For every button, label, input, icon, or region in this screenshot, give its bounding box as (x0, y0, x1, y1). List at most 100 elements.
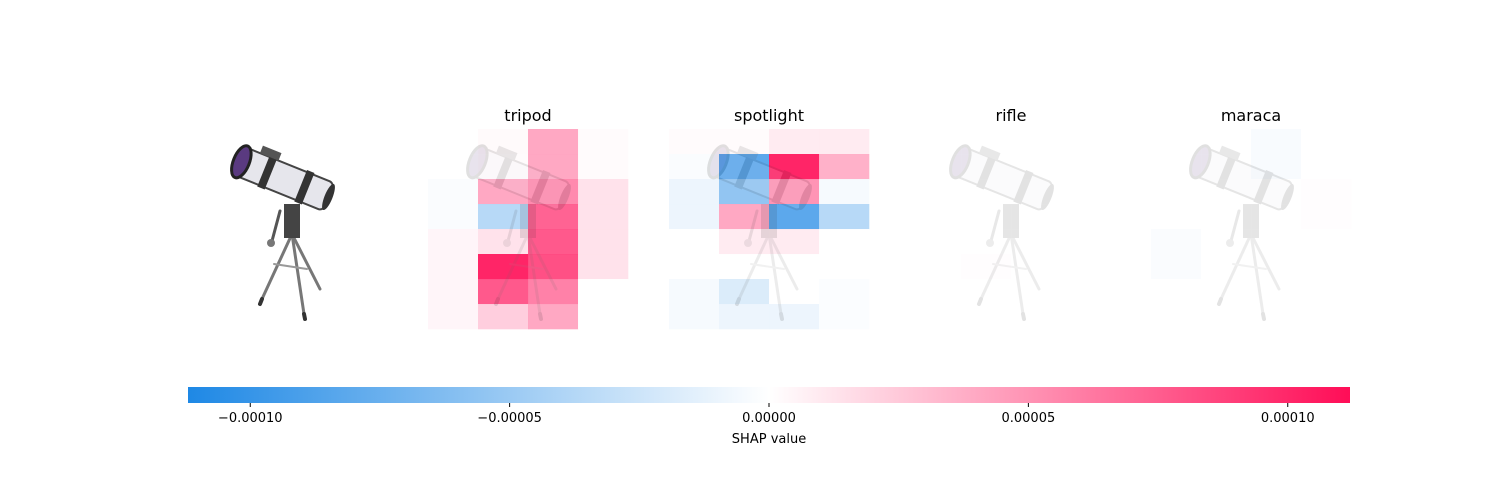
heatmap-cell (1301, 129, 1352, 155)
heatmap-cell (961, 254, 1012, 280)
heatmap-cell (769, 129, 820, 155)
heatmap-cell (428, 279, 479, 305)
heatmap-cell (1301, 279, 1352, 305)
heatmap-cell (1151, 279, 1202, 305)
heatmap-cell (819, 154, 870, 180)
heatmap-cell (1061, 204, 1112, 230)
heatmap-cell (478, 204, 529, 230)
panel-title: rifle (996, 106, 1027, 125)
heatmap-cell (961, 204, 1012, 230)
heatmap-cell (1251, 254, 1302, 280)
heatmap-cell (428, 204, 479, 230)
heatmap-cell (578, 304, 629, 330)
heatmap-cell (1301, 304, 1352, 330)
heatmap-cell (819, 254, 870, 280)
heatmap-cell (1301, 204, 1352, 230)
colorbar-tick-label: 0.00000 (742, 411, 796, 426)
heatmap-cell (1201, 279, 1252, 305)
heatmap-cell (819, 129, 870, 155)
heatmap-cell (911, 304, 962, 330)
heatmap-cell (478, 304, 529, 330)
original-image (225, 135, 343, 321)
heatmap-cell (961, 304, 1012, 330)
heatmap-cell (1151, 254, 1202, 280)
heatmap-cell (428, 254, 479, 280)
panel-rifle: rifle (911, 106, 1112, 330)
colorbar-tick-label: 0.00005 (1001, 411, 1055, 426)
colorbar-tick-label: −0.00010 (218, 411, 283, 426)
heatmap-cell (769, 254, 820, 280)
heatmap-cell (819, 279, 870, 305)
heatmap-cell (1061, 254, 1112, 280)
heatmap-cell (1011, 129, 1062, 155)
heatmap-cell (669, 204, 720, 230)
heatmap-cell (528, 129, 579, 155)
heatmap-cell (669, 229, 720, 255)
colorbar: −0.00010 −0.00005 0.00000 0.00005 0.00010 SH… (188, 387, 1350, 447)
heatmap-cell (819, 179, 870, 205)
heatmap-cell (1151, 304, 1202, 330)
heatmap-cell (1201, 254, 1252, 280)
colorbar-tick-label: −0.00005 (477, 411, 542, 426)
heatmap-cell (911, 229, 962, 255)
heatmap-cell (911, 279, 962, 305)
heatmap-cell (578, 279, 629, 305)
heatmap-cell (669, 179, 720, 205)
heatmap-cell (1061, 304, 1112, 330)
heatmap-cell (1061, 279, 1112, 305)
heatmap-cell (1151, 204, 1202, 230)
panel-maraca: maraca (1151, 106, 1352, 330)
heatmap-cell (428, 304, 479, 330)
heatmap-cell (819, 204, 870, 230)
heatmap-cell (1011, 304, 1062, 330)
heatmap-cell (578, 179, 629, 205)
heatmap-cell (578, 129, 629, 155)
heatmap-cell (1251, 129, 1302, 155)
panel-spotlight: spotlight (669, 106, 870, 330)
heatmap-cell (1301, 229, 1352, 255)
heatmap-cell (669, 254, 720, 280)
heatmap-cell (911, 129, 962, 155)
colorbar-label: SHAP value (732, 432, 806, 447)
heatmap-cell (669, 129, 720, 155)
heatmap-cell (719, 279, 770, 305)
heatmap-cell (528, 304, 579, 330)
panel-title: maraca (1221, 106, 1281, 125)
heatmap-cell (669, 279, 720, 305)
heatmap-cell (578, 154, 629, 180)
heatmap-cell (669, 304, 720, 330)
panel-title: spotlight (734, 106, 804, 125)
heatmap-cell (1061, 154, 1112, 180)
panel-tripod: tripod (428, 106, 629, 330)
heatmap-cell (1151, 229, 1202, 255)
heatmap-cell (1151, 129, 1202, 155)
heatmap-cell (1011, 254, 1062, 280)
heatmap-cell (578, 254, 629, 280)
colorbar-gradient (188, 387, 1350, 403)
heatmap-cell (911, 179, 962, 205)
heatmap-cell (428, 179, 479, 205)
heatmap-cell (769, 304, 820, 330)
heatmap-cell (1201, 304, 1252, 330)
heatmap-cell (819, 229, 870, 255)
heatmap-cell (578, 229, 629, 255)
heatmap-cell (1151, 179, 1202, 205)
heatmap-cell (819, 304, 870, 330)
heatmap-cell (478, 254, 529, 280)
heatmap-cell (911, 254, 962, 280)
heatmap-cell (1301, 254, 1352, 280)
colorbar-tick-label: 0.00010 (1261, 411, 1315, 426)
heatmap-cell (1251, 304, 1302, 330)
heatmap-cell (1061, 129, 1112, 155)
heatmap-cell (528, 254, 579, 280)
heatmap-cell (1201, 204, 1252, 230)
heatmap-cell (911, 204, 962, 230)
panel-title: tripod (504, 106, 551, 125)
heatmap-cell (428, 229, 479, 255)
heatmap-cell (719, 304, 770, 330)
heatmap-cell (1301, 179, 1352, 205)
heatmap-cell (719, 254, 770, 280)
heatmap-cell (478, 279, 529, 305)
heatmap-cell (428, 129, 479, 155)
